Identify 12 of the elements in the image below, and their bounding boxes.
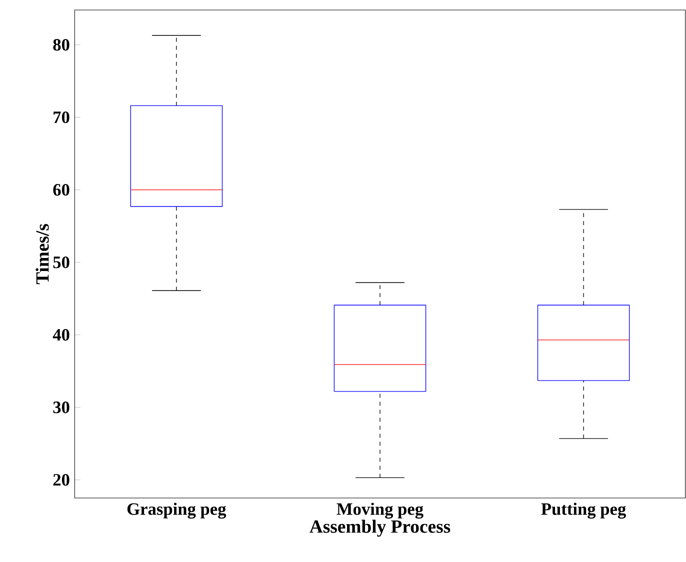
y-tick-label: 70 bbox=[54, 111, 70, 124]
x-axis-title: Assembly Process bbox=[310, 520, 450, 537]
y-tick-label: 30 bbox=[53, 402, 70, 414]
y-tick-label: 20 bbox=[53, 474, 70, 486]
x-tick-label: Grasping peg bbox=[127, 502, 226, 519]
x-tick-label: Putting peg bbox=[541, 502, 626, 519]
y-tick-label: 80 bbox=[53, 38, 70, 51]
x-tick-label: Moving peg bbox=[336, 502, 424, 519]
y-tick-label: 50 bbox=[53, 256, 70, 268]
y-tick-label: 60 bbox=[53, 184, 70, 196]
y-tick-label: 40 bbox=[52, 329, 70, 341]
y-axis-title: Times/s bbox=[36, 224, 49, 284]
